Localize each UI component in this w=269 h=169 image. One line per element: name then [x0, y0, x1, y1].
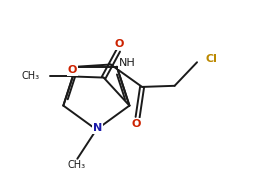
Text: CH₃: CH₃: [67, 161, 85, 169]
Text: O: O: [68, 65, 77, 75]
Text: NH: NH: [119, 58, 136, 68]
Text: O: O: [115, 39, 124, 49]
Text: O: O: [132, 119, 141, 129]
Text: Cl: Cl: [206, 54, 217, 64]
Text: N: N: [93, 123, 102, 133]
Text: CH₃: CH₃: [22, 71, 40, 81]
